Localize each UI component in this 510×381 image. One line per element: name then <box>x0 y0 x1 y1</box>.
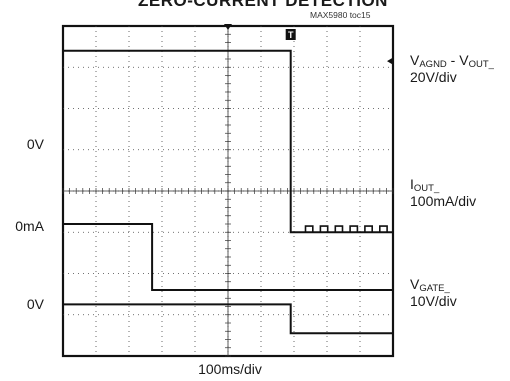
channel-level-arrow <box>387 58 392 65</box>
left-label-vagnd: 0V <box>26 136 44 152</box>
chart-title: ZERO-CURRENT DETECTION <box>138 0 388 10</box>
right-label-vgate: VGATE_ 10V/div <box>410 276 457 309</box>
x-axis-label: 100ms/div <box>198 361 262 377</box>
left-label-vgate: 0V <box>26 296 44 312</box>
right-label-iout: IOUT_ 100mA/div <box>410 176 477 209</box>
trigger-marker-box <box>285 29 296 40</box>
trigger-position-marker <box>224 24 232 30</box>
trace-ripple <box>304 225 388 233</box>
left-label-iout: 0mA <box>15 218 44 234</box>
right-label-vagnd: VAGND - VOUT_ 20V/div <box>410 52 494 85</box>
trace-iout <box>63 223 393 291</box>
trigger-marker-label: T <box>288 30 294 40</box>
figure-id: MAX5980 toc15 <box>310 10 371 20</box>
trace-vgate <box>63 303 393 335</box>
